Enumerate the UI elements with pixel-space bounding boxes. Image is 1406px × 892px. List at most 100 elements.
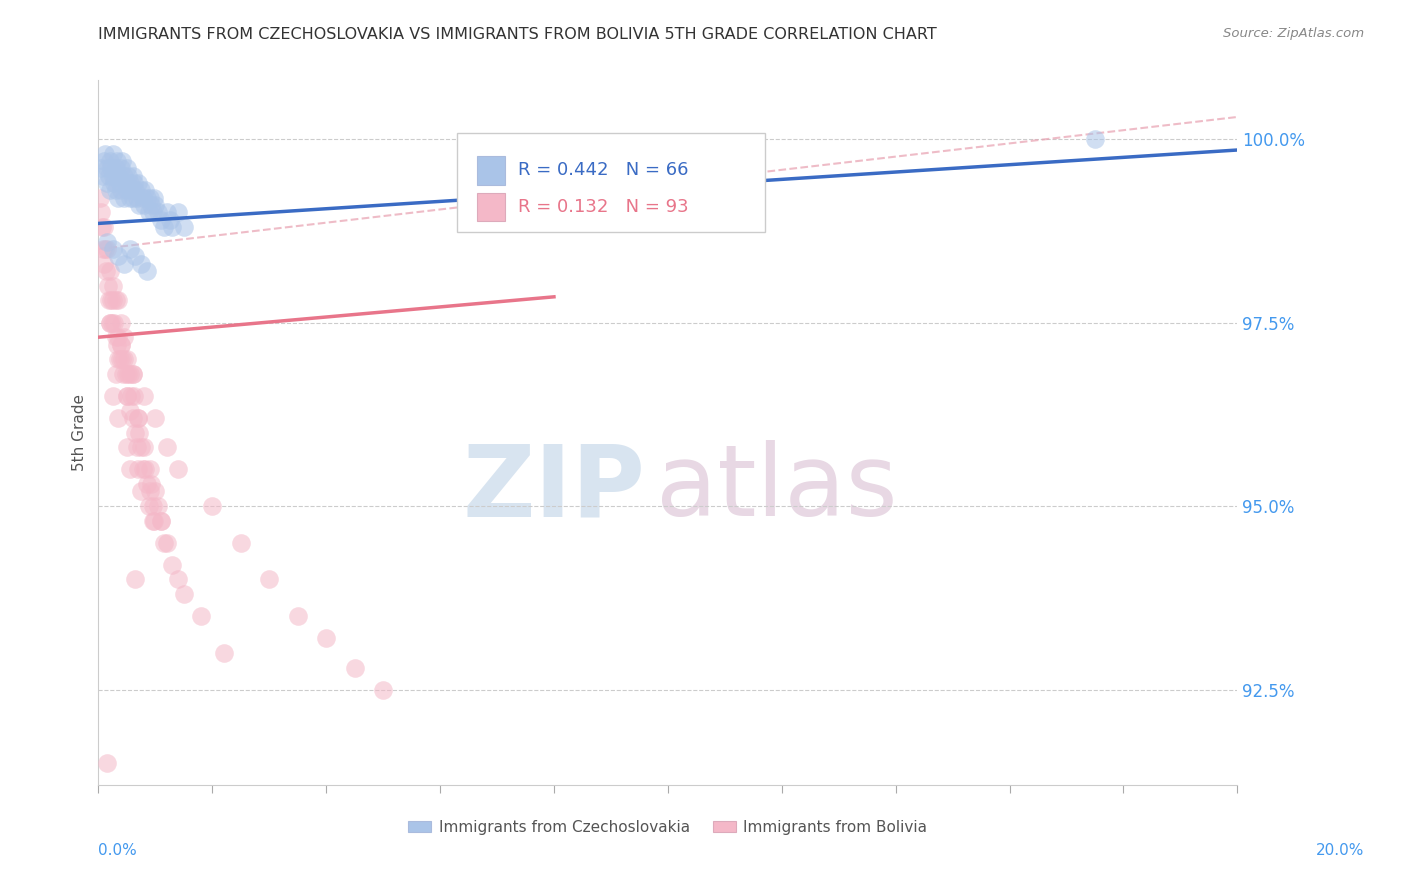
Point xyxy=(190,609,212,624)
Point xyxy=(101,316,124,330)
Point xyxy=(141,205,163,219)
Point xyxy=(121,367,143,381)
Point xyxy=(1084,132,1107,146)
Point xyxy=(104,367,127,381)
Point xyxy=(107,352,129,367)
Point xyxy=(98,316,121,330)
Bar xyxy=(477,193,505,221)
Point xyxy=(114,367,136,381)
Text: R = 0.132   N = 93: R = 0.132 N = 93 xyxy=(517,198,688,216)
Point xyxy=(101,242,124,256)
Point xyxy=(134,183,156,197)
Point xyxy=(212,646,235,660)
Point xyxy=(117,169,139,183)
Point xyxy=(118,191,141,205)
Bar xyxy=(477,156,505,185)
Point xyxy=(118,462,141,476)
Point xyxy=(115,389,138,403)
Text: 0.0%: 0.0% xyxy=(98,843,138,858)
Point xyxy=(97,293,120,308)
Point xyxy=(129,183,152,197)
Text: IMMIGRANTS FROM CZECHOSLOVAKIA VS IMMIGRANTS FROM BOLIVIA 5TH GRADE CORRELATION : IMMIGRANTS FROM CZECHOSLOVAKIA VS IMMIGR… xyxy=(98,27,938,42)
Point xyxy=(100,161,122,176)
Point xyxy=(114,176,136,190)
Text: 20.0%: 20.0% xyxy=(1316,843,1364,858)
Point xyxy=(96,161,118,176)
Point xyxy=(124,425,146,440)
Point xyxy=(104,330,127,344)
Point xyxy=(135,191,157,205)
Point xyxy=(156,440,179,454)
Point xyxy=(167,462,190,476)
Point xyxy=(167,205,190,219)
Point xyxy=(93,154,115,169)
Point xyxy=(104,161,127,176)
Point xyxy=(115,161,138,176)
Point xyxy=(108,176,131,190)
Point xyxy=(101,169,124,183)
Point xyxy=(138,205,160,219)
Point xyxy=(127,191,149,205)
Point xyxy=(90,205,112,219)
Point xyxy=(112,191,135,205)
Point xyxy=(96,756,118,770)
Point xyxy=(141,514,163,528)
Point xyxy=(135,264,157,278)
Point xyxy=(162,220,184,235)
Point xyxy=(134,462,156,476)
Point xyxy=(93,220,115,235)
Point xyxy=(111,154,134,169)
Point xyxy=(145,198,167,212)
Point xyxy=(115,389,138,403)
Point xyxy=(153,220,176,235)
Point xyxy=(110,337,132,351)
Point xyxy=(150,514,173,528)
Point xyxy=(127,176,149,190)
Point xyxy=(127,411,149,425)
Point xyxy=(104,293,127,308)
Point xyxy=(115,440,138,454)
Point xyxy=(129,440,152,454)
Point xyxy=(112,367,135,381)
Point xyxy=(141,499,163,513)
Point xyxy=(100,293,122,308)
Text: R = 0.442   N = 66: R = 0.442 N = 66 xyxy=(517,161,688,179)
Point xyxy=(150,212,173,227)
Point xyxy=(110,337,132,351)
Point xyxy=(122,176,145,190)
Point xyxy=(101,146,124,161)
Point xyxy=(107,411,129,425)
Point xyxy=(112,352,135,367)
Point xyxy=(229,535,252,549)
Point xyxy=(94,242,117,256)
Point xyxy=(122,389,145,403)
Point xyxy=(96,235,118,249)
Text: Source: ZipAtlas.com: Source: ZipAtlas.com xyxy=(1223,27,1364,40)
Point xyxy=(129,257,152,271)
Legend: Immigrants from Czechoslovakia, Immigrants from Bolivia: Immigrants from Czechoslovakia, Immigran… xyxy=(402,814,934,841)
Point xyxy=(112,257,135,271)
Point xyxy=(148,205,170,219)
Point xyxy=(101,278,124,293)
Point xyxy=(98,183,121,197)
Point xyxy=(90,220,112,235)
Point xyxy=(105,337,128,351)
Point xyxy=(120,389,142,403)
Point xyxy=(105,154,128,169)
Point xyxy=(138,462,160,476)
Point xyxy=(117,367,139,381)
Point xyxy=(315,631,337,645)
Point xyxy=(110,161,132,176)
Point xyxy=(115,183,138,197)
Point xyxy=(107,249,129,263)
Point xyxy=(167,573,190,587)
Point xyxy=(120,183,142,197)
Point xyxy=(118,403,141,417)
Point xyxy=(145,411,167,425)
Point xyxy=(371,682,394,697)
Point xyxy=(124,573,146,587)
Point xyxy=(121,411,143,425)
Point xyxy=(201,499,224,513)
Point xyxy=(132,389,155,403)
Point xyxy=(108,352,131,367)
